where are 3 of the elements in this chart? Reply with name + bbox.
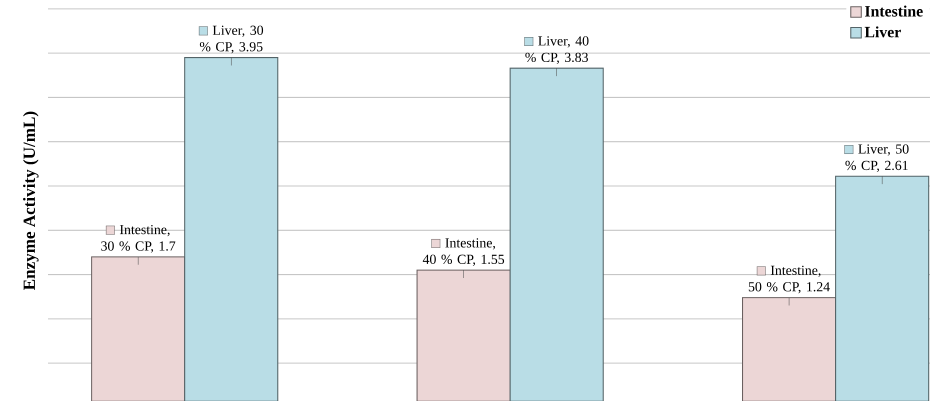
legend-label: Liver [864,26,901,38]
y-axis-title: Enzyme Activity (U/mL) [23,112,39,290]
legend-label: Intestine [864,5,923,16]
